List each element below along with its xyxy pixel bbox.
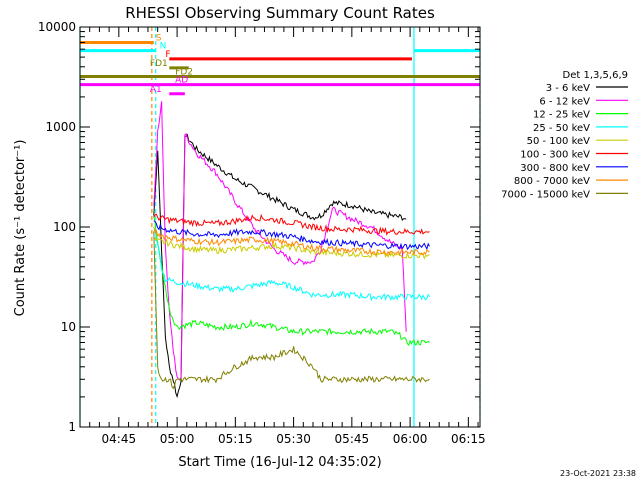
series-line-1 (153, 101, 407, 381)
chart-title: RHESSI Observing Summary Count Rates (125, 4, 435, 22)
series-line-0 (153, 133, 407, 399)
y-axis-label: Count Rate (s⁻¹ detector⁻¹) (13, 140, 28, 317)
y-tick-label-1: 10 (61, 320, 76, 334)
legend-entry-2: 12 - 25 keV (533, 110, 590, 121)
series-line-7 (153, 226, 430, 257)
legend-entry-4: 50 - 100 keV (527, 136, 591, 147)
x-tick-label-1: 05:00 (160, 432, 195, 446)
legend-entry-7: 800 - 7000 keV (514, 176, 590, 187)
x-tick-label-0: 04:45 (102, 432, 137, 446)
x-tick-label-3: 05:30 (276, 432, 311, 446)
y-tick-label-4: 10000 (38, 20, 76, 34)
legend-entry-5: 100 - 300 keV (520, 150, 590, 161)
y-tick-label-0: 1 (68, 420, 76, 434)
x-tick-label-4: 05:45 (335, 432, 370, 446)
legend-title: Det 1,3,5,6,9 (563, 70, 628, 81)
series-line-3 (153, 229, 430, 302)
y-tick-label-2: 100 (53, 220, 76, 234)
plot-frame (79, 26, 481, 428)
x-axis-label: Start Time (16-Jul-12 04:35:02) (178, 455, 381, 470)
series-line-5 (153, 213, 430, 236)
legend-entry-8: 7000 - 15000 keV (501, 189, 590, 200)
flag-label-3: F (165, 50, 170, 60)
legend-entry-6: 300 - 800 keV (520, 163, 590, 174)
flag-label-6: AD (175, 76, 188, 86)
flag-label-1: N (160, 42, 167, 52)
series-line-6 (153, 220, 430, 251)
flag-label-5: FD2 (175, 67, 193, 77)
series-line-8 (153, 231, 430, 390)
flag-label-0: S (156, 33, 162, 43)
flag-label-4: FD1 (150, 59, 168, 69)
x-tick-label-6: 06:15 (451, 432, 486, 446)
x-tick-label-2: 05:15 (218, 432, 253, 446)
series-line-2 (153, 215, 430, 347)
legend-entry-0: 3 - 6 keV (546, 83, 590, 94)
legend: Det 1,3,5,6,9 3 - 6 keV 6 - 12 keV 12 - 25 … (501, 70, 628, 200)
legend-entry-3: 25 - 50 keV (533, 123, 590, 134)
generation-timestamp: 23-Oct-2021 23:38 (560, 469, 636, 478)
legend-entry-1: 6 - 12 keV (539, 96, 590, 107)
x-tick-label-5: 06:00 (393, 432, 428, 446)
y-tick-label-3: 1000 (45, 120, 76, 134)
flag-label-7: A1 (150, 85, 162, 95)
